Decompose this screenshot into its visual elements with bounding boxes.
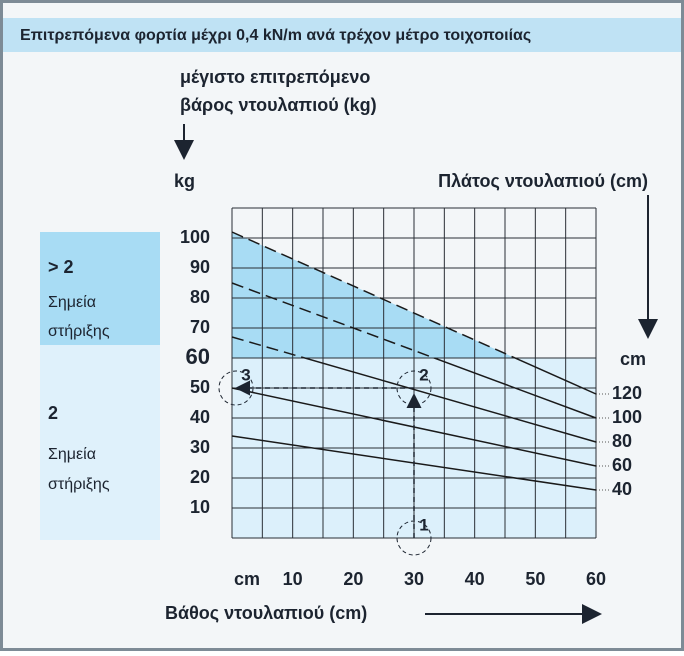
example-step: 3 — [241, 365, 250, 384]
series-line — [513, 358, 597, 395]
series-line — [302, 358, 597, 443]
title-bar — [3, 18, 681, 52]
example-step: 2 — [419, 365, 428, 384]
y-tick-label: 90 — [190, 257, 210, 277]
x-tick-label: 20 — [343, 569, 363, 589]
x-tick-label: 60 — [586, 569, 606, 589]
zone-text: στήριξης — [48, 323, 110, 340]
zone-label: > 2 — [48, 257, 74, 277]
y-axis-label: μέγιστο επιτρεπόμενο — [180, 67, 370, 87]
series-line — [432, 358, 597, 419]
y-tick-label: 20 — [190, 467, 210, 487]
series-unit: cm — [620, 349, 646, 369]
y-tick-label: 80 — [190, 287, 210, 307]
legend-label: 100 — [612, 407, 642, 427]
example-marker — [396, 520, 432, 556]
x-tick-label: 50 — [525, 569, 545, 589]
y-tick-label: 40 — [190, 407, 210, 427]
zone-text: Σημεία — [48, 294, 96, 311]
x-tick-label: 30 — [404, 569, 424, 589]
zone-label: 2 — [48, 403, 58, 423]
example-marker — [396, 370, 432, 406]
zone-text: στήριξης — [48, 476, 110, 493]
example-step: 1 — [419, 515, 428, 534]
zone-text: Σημεία — [48, 446, 96, 463]
example-marker — [218, 370, 254, 406]
legend-label: 60 — [612, 455, 632, 475]
y-tick-label: 60 — [186, 344, 210, 369]
series-line-dashed — [231, 336, 308, 358]
y-tick-label: 10 — [190, 497, 210, 517]
x-tick-label: 40 — [465, 569, 485, 589]
series-line-dashed — [231, 231, 517, 358]
legend-label: 80 — [612, 431, 632, 451]
zone — [40, 232, 160, 345]
y-tick-label: 100 — [180, 227, 210, 247]
y-unit: kg — [174, 171, 195, 191]
y-tick-label: 50 — [190, 377, 210, 397]
x-tick-label: cm — [234, 569, 260, 589]
legend-label: 40 — [612, 479, 632, 499]
x-tick-label: 10 — [283, 569, 303, 589]
chart-title: Επιτρεπόμενα φορτία μέχρι 0,4 kN/m ανά τ… — [20, 27, 531, 44]
legend-label: 120 — [612, 383, 642, 403]
series-title: Πλάτος ντουλαπιού (cm) — [438, 171, 648, 191]
series-line-dashed — [231, 282, 437, 358]
y-tick-label: 30 — [190, 437, 210, 457]
zone — [40, 345, 160, 540]
y-tick-label: 70 — [190, 317, 210, 337]
y-axis-label: βάρος ντουλαπιού (kg) — [180, 95, 377, 115]
x-axis-label: Βάθος ντουλαπιού (cm) — [165, 603, 367, 623]
